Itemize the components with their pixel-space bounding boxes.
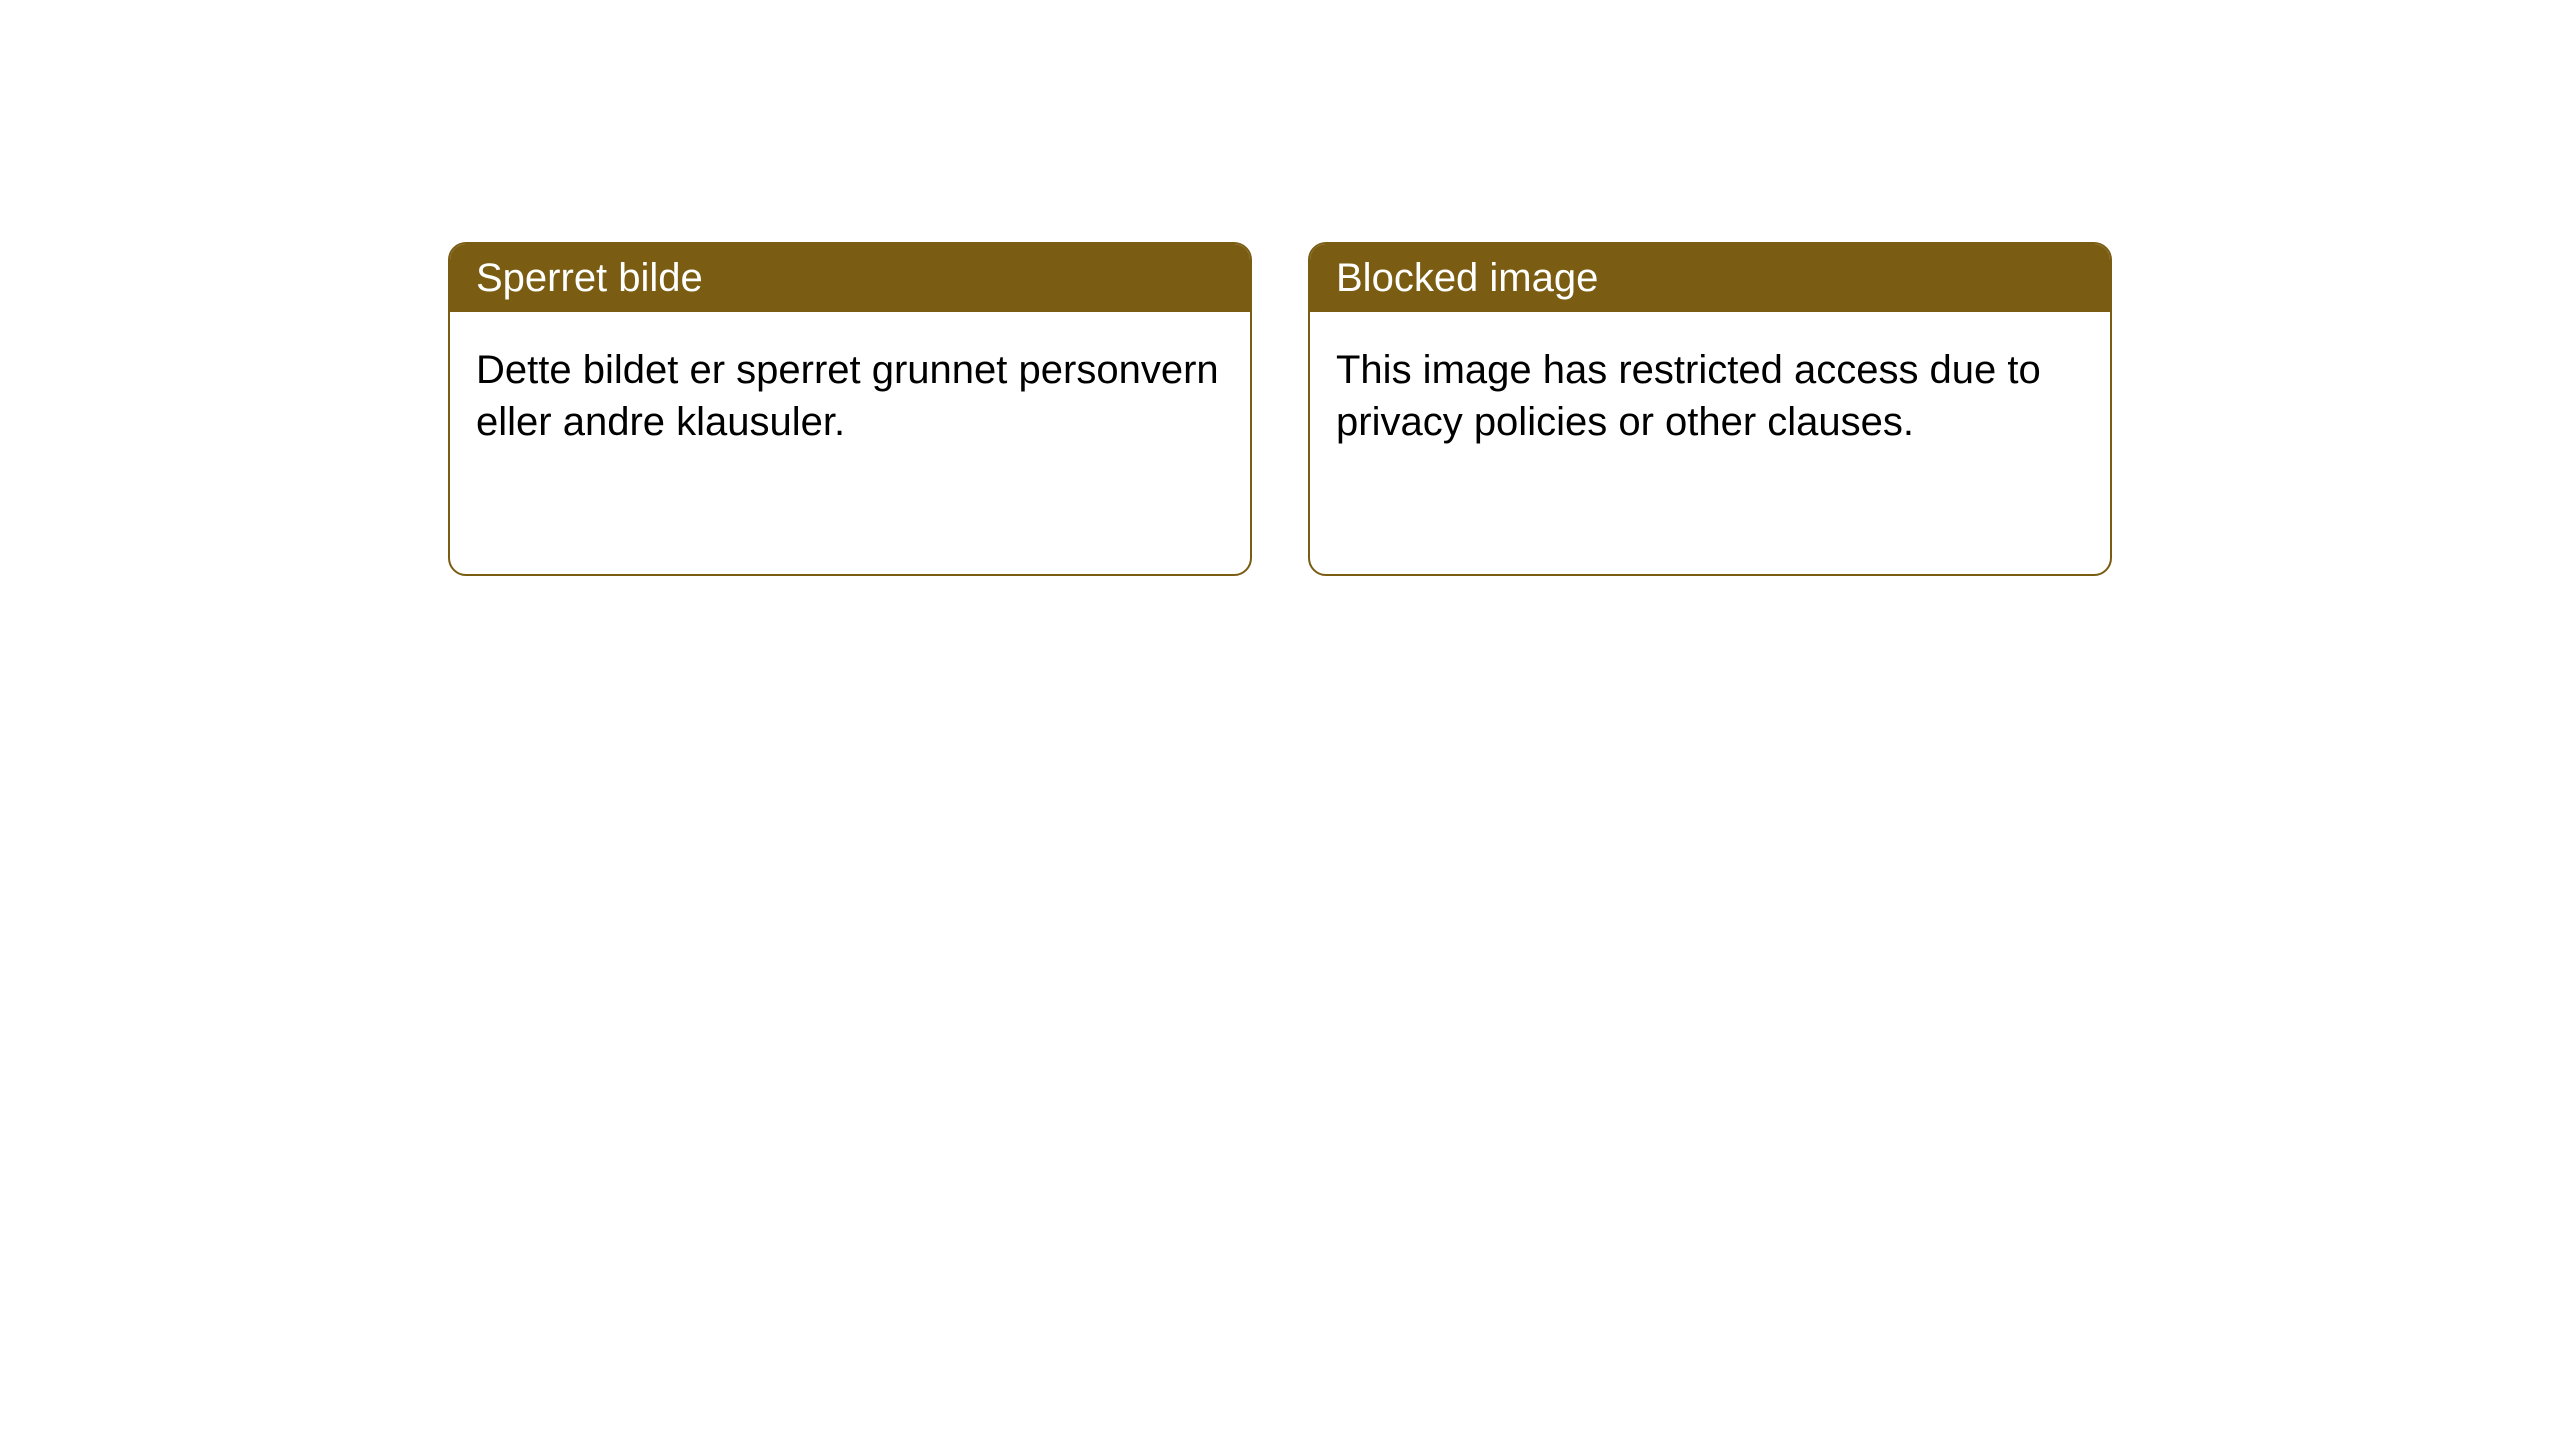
notice-card-english: Blocked image This image has restricted …: [1308, 242, 2112, 576]
notice-card-body: Dette bildet er sperret grunnet personve…: [450, 312, 1250, 480]
notice-card-title: Sperret bilde: [450, 244, 1250, 312]
notice-card-norwegian: Sperret bilde Dette bildet er sperret gr…: [448, 242, 1252, 576]
notice-card-body: This image has restricted access due to …: [1310, 312, 2110, 480]
notice-card-title: Blocked image: [1310, 244, 2110, 312]
notice-container: Sperret bilde Dette bildet er sperret gr…: [0, 0, 2560, 576]
